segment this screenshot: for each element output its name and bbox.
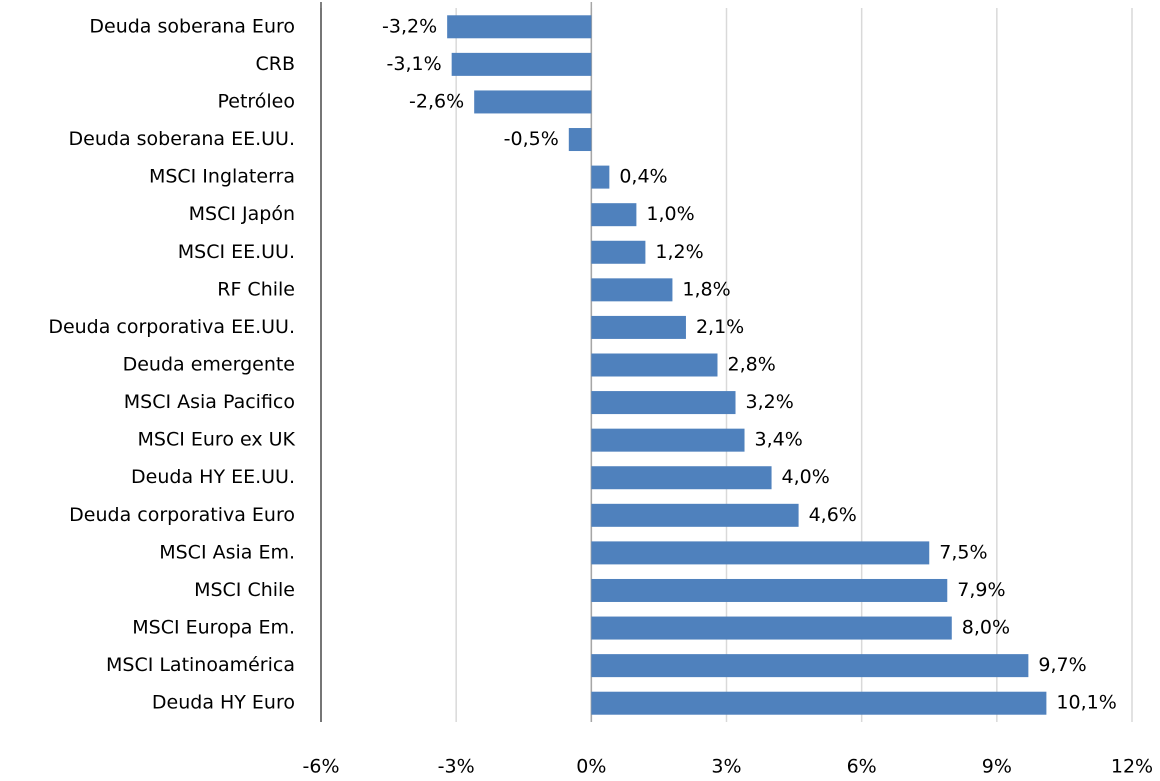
bar [591,428,745,452]
bar [591,240,646,264]
bar [474,90,592,114]
y-tick-label: CRB [255,53,295,75]
data-label: 1,2% [655,241,703,263]
data-label: 2,1% [696,316,744,338]
bar [591,203,637,227]
bar [591,315,686,339]
data-label: 2,8% [727,354,775,376]
data-label: 8,0% [962,617,1010,639]
y-tick-label: Deuda HY EE.UU. [131,466,295,488]
bar [591,654,1029,678]
bar [568,128,592,152]
bar [451,52,592,76]
data-label: 4,6% [809,504,857,526]
y-tick-label: RF Chile [217,278,295,300]
bar [591,541,930,565]
y-tick-label: Deuda corporativa Euro [69,504,295,526]
y-tick-label: Deuda corporativa EE.UU. [48,316,295,338]
y-tick-label: MSCI Japón [189,203,295,225]
data-label: 3,4% [755,429,803,451]
y-tick-label: MSCI Euro ex UK [138,429,296,451]
data-label: 0,4% [619,166,667,188]
bar [591,353,718,377]
bar [447,15,592,39]
data-label: -3,1% [387,53,442,75]
data-label: 10,1% [1056,692,1116,714]
bar [591,466,772,490]
x-tick-label: 0% [576,756,606,778]
bar [591,578,948,602]
y-tick-label: Deuda soberana Euro [89,15,295,37]
data-label: 1,8% [682,278,730,300]
data-label: -0,5% [504,128,559,150]
data-label: 9,7% [1038,654,1086,676]
x-tick-label: 9% [982,756,1012,778]
x-tick-label: -6% [303,756,340,778]
x-tick-label: -3% [438,756,475,778]
y-tick-label: MSCI EE.UU. [178,241,295,263]
y-tick-label: Deuda soberana EE.UU. [69,128,295,150]
bar [591,616,952,640]
bar [591,503,799,527]
data-label: 7,9% [957,579,1005,601]
y-tick-label: MSCI Inglaterra [149,166,295,188]
data-label: -3,2% [382,15,437,37]
bar [591,165,610,189]
x-tick-label: 3% [711,756,741,778]
y-tick-label: MSCI Asia Pacifico [124,391,295,413]
data-label: 7,5% [939,541,987,563]
bar [591,391,736,415]
y-tick-label: Deuda HY Euro [152,692,295,714]
bar [591,278,673,302]
y-tick-label: Deuda emergente [123,354,295,376]
data-label: -2,6% [409,90,464,112]
x-tick-label: 12% [1111,756,1153,778]
y-tick-label: MSCI Europa Em. [132,617,295,639]
y-tick-label: MSCI Asia Em. [159,541,295,563]
x-tick-label: 6% [847,756,877,778]
data-label: 1,0% [646,203,694,225]
y-tick-label: MSCI Chile [194,579,295,601]
data-label: 4,0% [782,466,830,488]
data-label: 3,2% [746,391,794,413]
y-tick-label: MSCI Latinoamérica [106,654,295,676]
bar [591,691,1047,715]
y-tick-label: Petróleo [217,90,295,112]
